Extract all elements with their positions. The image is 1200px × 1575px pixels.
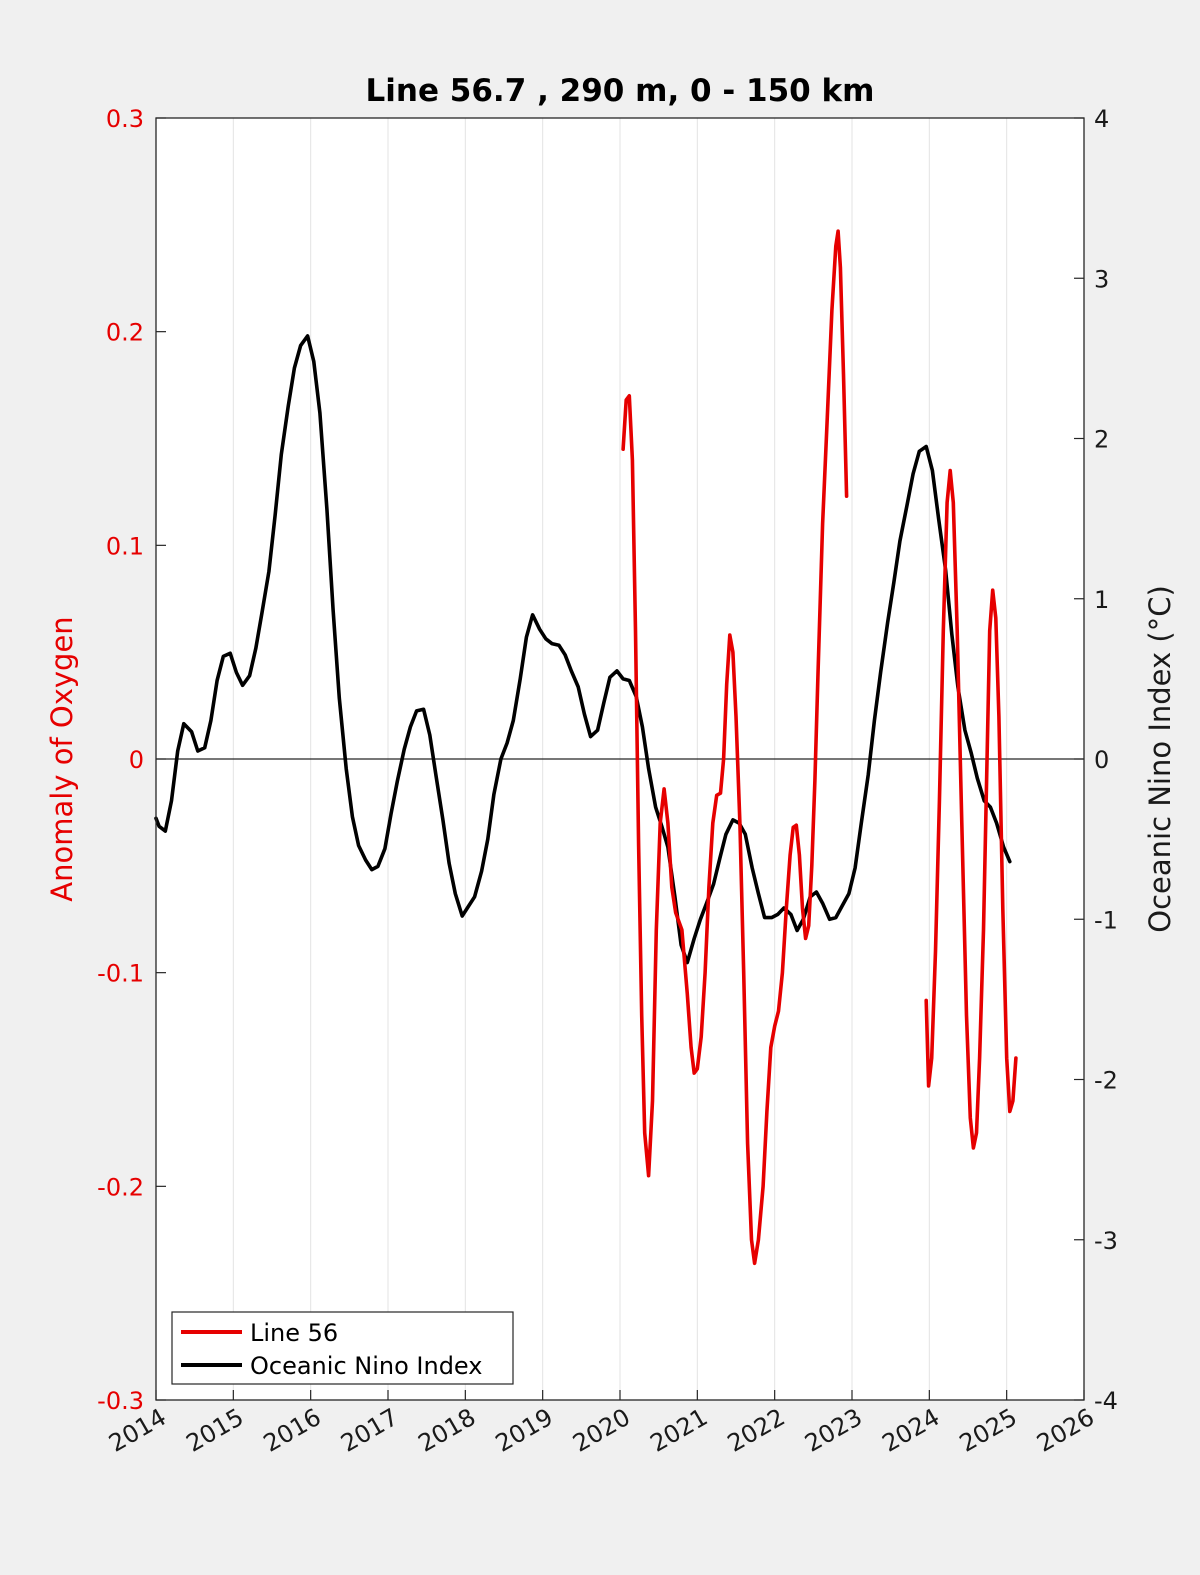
y-left-tick-label: -0.3 xyxy=(97,1387,144,1415)
y-left-tick-label: 0 xyxy=(129,746,144,774)
legend: Line 56 Oceanic Nino Index xyxy=(171,1311,514,1385)
y-right-tick-label: -4 xyxy=(1094,1387,1118,1415)
series-layer xyxy=(154,229,1018,1266)
y-right-tick-label: 3 xyxy=(1094,265,1109,293)
y-left-tick-label: 0.1 xyxy=(106,532,144,560)
y-right-tick-label: -3 xyxy=(1094,1227,1118,1255)
chart-title: Line 56.7 , 290 m, 0 - 150 km xyxy=(366,73,875,109)
legend-box xyxy=(171,1311,514,1385)
y-right-tick-label: 4 xyxy=(1094,105,1109,133)
series-line-line-56 xyxy=(621,229,849,1266)
y-left-tick-label: 0.2 xyxy=(106,319,144,347)
y-left-tick-label: -0.1 xyxy=(97,960,144,988)
y-right-tick-label: -1 xyxy=(1094,906,1118,934)
legend-label-line-56: Line 56 xyxy=(250,1319,338,1347)
y-right-tick-label: 2 xyxy=(1094,426,1109,454)
y-left-tick-label: 0.3 xyxy=(106,105,144,133)
series-line-line-56 xyxy=(924,468,1018,1150)
series-line-oceanic-nino-index xyxy=(154,334,1012,965)
y-axis-left-label: Anomaly of Oxygen xyxy=(45,616,79,901)
y-left-tick-label: -0.2 xyxy=(97,1173,144,1201)
y-axis-right-label: Oceanic Nino Index (°C) xyxy=(1143,585,1177,933)
y-right-tick-label: 0 xyxy=(1094,746,1109,774)
y-right-tick-label: 1 xyxy=(1094,586,1109,614)
y-right-tick-label: -2 xyxy=(1094,1067,1118,1095)
legend-label-oceanic-nino-index: Oceanic Nino Index xyxy=(250,1352,482,1380)
